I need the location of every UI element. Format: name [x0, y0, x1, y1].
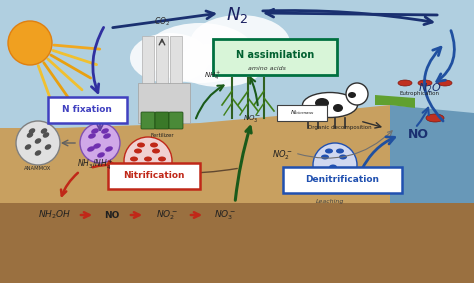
FancyArrowPatch shape [91, 27, 104, 93]
FancyArrowPatch shape [424, 47, 443, 121]
Ellipse shape [339, 155, 347, 160]
Text: ANAMMOX: ANAMMOX [24, 166, 52, 170]
Ellipse shape [341, 168, 349, 173]
FancyBboxPatch shape [169, 112, 183, 129]
Ellipse shape [302, 93, 357, 117]
FancyArrowPatch shape [263, 10, 432, 25]
FancyBboxPatch shape [108, 163, 200, 189]
Ellipse shape [134, 149, 142, 153]
Ellipse shape [35, 138, 41, 144]
Circle shape [124, 137, 172, 185]
Text: N fixation: N fixation [62, 106, 112, 115]
Ellipse shape [156, 164, 164, 168]
FancyBboxPatch shape [283, 167, 402, 193]
Ellipse shape [321, 155, 329, 160]
Ellipse shape [137, 143, 145, 147]
Ellipse shape [325, 149, 333, 153]
Text: Organic decomposition: Organic decomposition [308, 125, 372, 130]
Ellipse shape [103, 133, 111, 139]
FancyBboxPatch shape [141, 112, 155, 129]
Ellipse shape [43, 132, 49, 138]
FancyBboxPatch shape [213, 39, 337, 75]
FancyBboxPatch shape [155, 112, 169, 129]
Text: amino acids: amino acids [248, 65, 286, 70]
Ellipse shape [398, 80, 412, 86]
Ellipse shape [438, 80, 452, 86]
Ellipse shape [315, 98, 329, 108]
Ellipse shape [145, 23, 255, 83]
Ellipse shape [25, 144, 31, 150]
Text: $N_2$: $N_2$ [226, 5, 248, 25]
Bar [156, 36, 168, 88]
Ellipse shape [130, 156, 138, 162]
Ellipse shape [144, 156, 152, 162]
Ellipse shape [329, 164, 337, 170]
Text: Fertilizer: Fertilizer [150, 133, 174, 138]
Text: $N_2O$: $N_2O$ [418, 81, 442, 95]
Text: $NO_3^-$: $NO_3^-$ [214, 208, 236, 222]
FancyBboxPatch shape [48, 97, 127, 123]
Polygon shape [375, 95, 415, 108]
Text: $NH_3/NH_4^+$: $NH_3/NH_4^+$ [77, 158, 113, 172]
Circle shape [8, 21, 52, 65]
FancyArrowPatch shape [437, 31, 455, 82]
Polygon shape [0, 203, 474, 283]
Ellipse shape [132, 164, 140, 168]
Circle shape [313, 143, 357, 187]
Text: Eutrophication: Eutrophication [400, 91, 440, 95]
Ellipse shape [105, 146, 113, 152]
Ellipse shape [88, 133, 96, 139]
Text: N assimilation: N assimilation [236, 50, 314, 60]
Ellipse shape [101, 128, 109, 134]
Text: $N_{biomass}$: $N_{biomass}$ [290, 109, 314, 117]
Ellipse shape [418, 80, 432, 86]
Text: Nitrification: Nitrification [123, 171, 185, 181]
Ellipse shape [93, 143, 101, 149]
Ellipse shape [45, 144, 51, 150]
Ellipse shape [152, 149, 160, 153]
Ellipse shape [319, 168, 327, 173]
Ellipse shape [158, 156, 166, 162]
FancyArrowPatch shape [266, 9, 437, 17]
Text: Leaching: Leaching [316, 198, 344, 203]
Ellipse shape [333, 104, 343, 112]
Ellipse shape [29, 128, 35, 134]
Ellipse shape [35, 150, 41, 156]
Text: $NH_2OH$: $NH_2OH$ [38, 209, 72, 221]
Ellipse shape [87, 146, 95, 152]
Ellipse shape [91, 128, 99, 134]
Ellipse shape [190, 15, 290, 71]
Ellipse shape [97, 152, 105, 158]
Text: NO: NO [408, 128, 428, 142]
Text: $NO_3^-$: $NO_3^-$ [243, 113, 261, 125]
Ellipse shape [336, 149, 344, 153]
Bar [170, 36, 182, 88]
Text: $CO_2$: $CO_2$ [154, 16, 170, 28]
FancyArrowPatch shape [417, 108, 429, 126]
Text: Denitrification: Denitrification [305, 175, 379, 185]
Ellipse shape [130, 33, 210, 83]
Ellipse shape [144, 173, 152, 177]
Ellipse shape [41, 128, 47, 134]
FancyBboxPatch shape [277, 105, 327, 121]
Text: NO: NO [104, 211, 120, 220]
Ellipse shape [27, 132, 33, 138]
Ellipse shape [332, 177, 340, 181]
Circle shape [16, 121, 60, 165]
Ellipse shape [150, 143, 158, 147]
Bar [138, 83, 190, 123]
Polygon shape [390, 105, 474, 283]
Circle shape [346, 83, 368, 105]
Ellipse shape [348, 92, 356, 98]
Circle shape [80, 123, 120, 163]
Bar [142, 36, 154, 88]
Polygon shape [0, 105, 390, 283]
FancyArrowPatch shape [298, 131, 392, 158]
Text: $NH_4^+$: $NH_4^+$ [204, 70, 222, 82]
Text: $NO_2^-$: $NO_2^-$ [156, 208, 178, 222]
Ellipse shape [175, 43, 265, 87]
Text: $NO_2^-$: $NO_2^-$ [272, 148, 292, 162]
Ellipse shape [426, 114, 444, 122]
